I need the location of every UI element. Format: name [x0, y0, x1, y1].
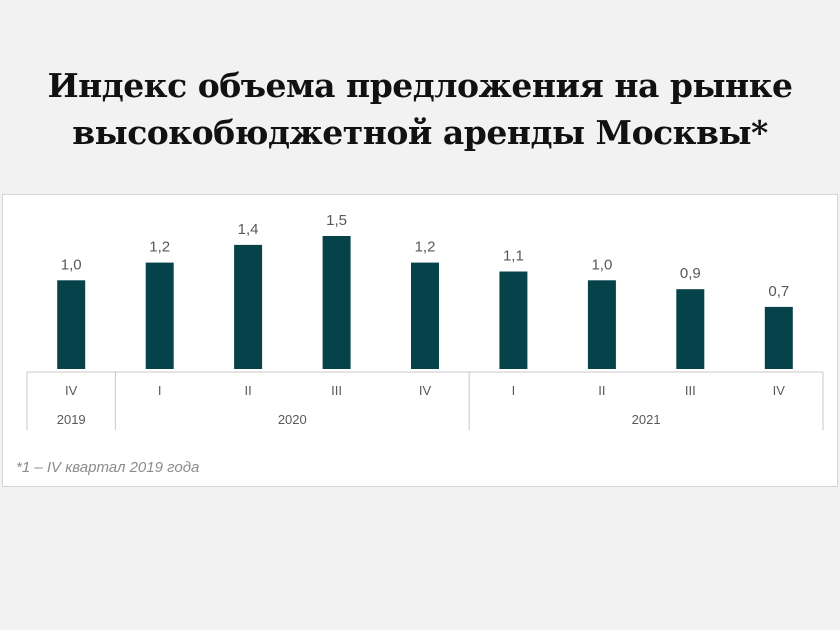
chart-title: Индекс объема предложения на рынке высок…	[0, 62, 840, 156]
bar	[764, 306, 793, 369]
category-tick-label: III	[685, 383, 696, 398]
data-label: 1,2	[149, 239, 170, 256]
chart-panel: 1,0 1,2 1,4 1,5 1,2 1,1 1,0 0,9 0,7 IV I II III IV I II…	[2, 194, 838, 487]
data-label: 0,9	[680, 265, 701, 282]
category-tick-label: II	[598, 383, 605, 398]
bar	[57, 280, 86, 369]
bar	[145, 262, 174, 369]
title-line-1: Индекс объема предложения на рынке	[47, 66, 793, 105]
category-tick-label: II	[244, 383, 251, 398]
category-tick-label: I	[158, 383, 162, 398]
bar-chart: 1,01,21,41,51,21,11,00,90,7IV I II III IV I II…	[26, 212, 824, 430]
title-line-2: высокобюджетной аренды Москвы*	[72, 113, 768, 152]
data-label: 1,2	[415, 239, 436, 256]
data-label: 1,0	[591, 256, 612, 273]
category-tick-label: I	[512, 383, 516, 398]
category-tick-label: III	[331, 383, 342, 398]
group-label: 2019	[57, 412, 86, 427]
data-label: 1,1	[503, 248, 524, 265]
data-label: 1,4	[238, 221, 259, 238]
data-label: 0,7	[768, 283, 789, 300]
bar	[676, 289, 705, 369]
bar	[587, 280, 616, 369]
category-tick-label: IV	[419, 383, 432, 398]
category-tick-label: IV	[773, 383, 786, 398]
footnote: *1 – IV квартал 2019 года	[16, 459, 200, 476]
data-label: 1,5	[326, 212, 347, 229]
bar	[499, 271, 528, 369]
group-label: 2020	[278, 412, 307, 427]
bar	[411, 262, 439, 369]
bar	[322, 236, 351, 369]
group-label: 2021	[632, 412, 661, 427]
category-tick-label: IV	[65, 383, 78, 398]
data-label: 1,0	[61, 256, 82, 273]
bar	[234, 244, 263, 369]
